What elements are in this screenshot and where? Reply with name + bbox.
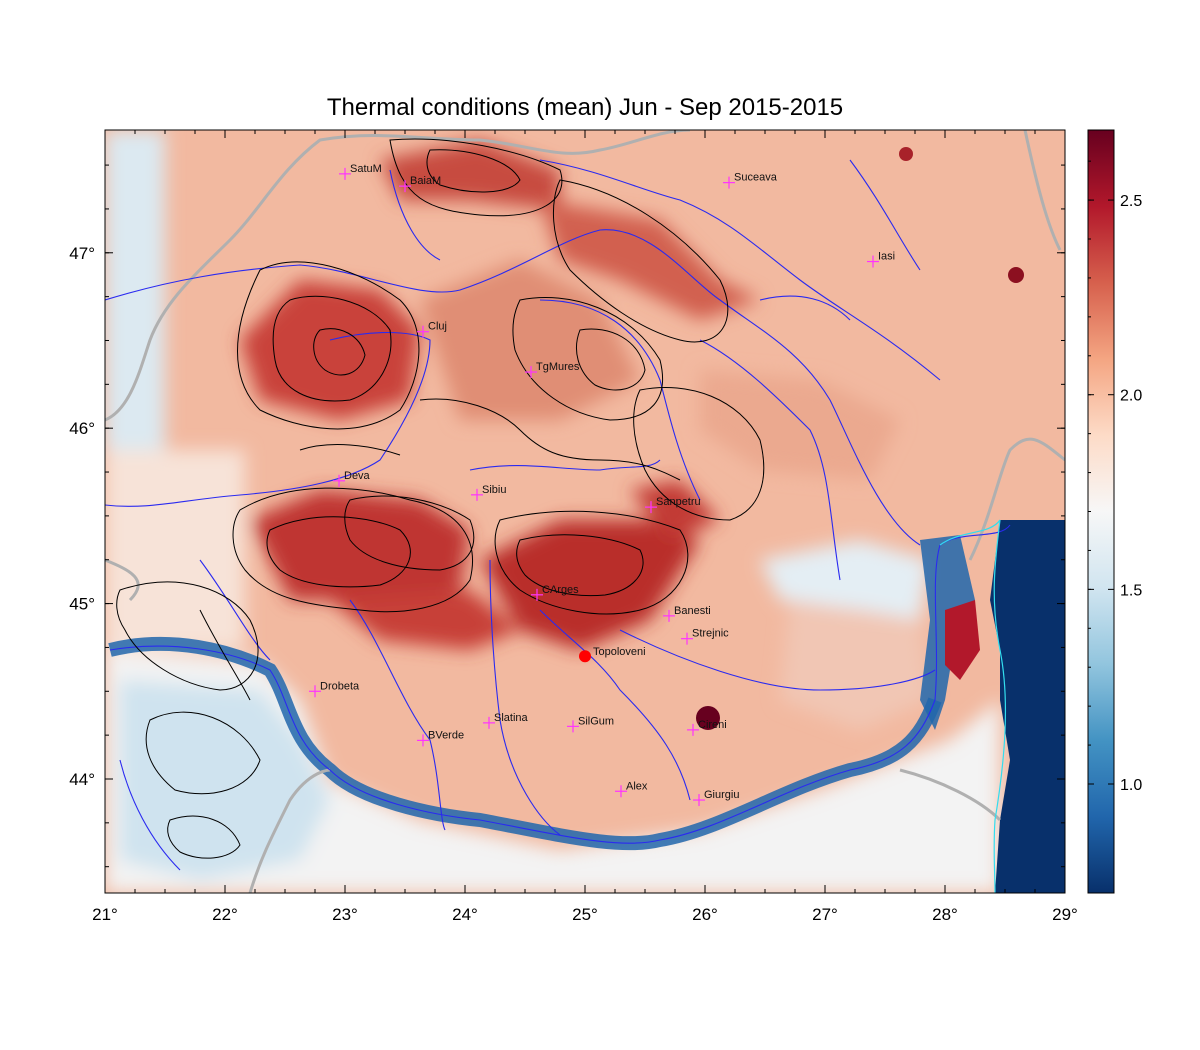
city-label: Cireni	[698, 719, 727, 731]
figure-title: Thermal conditions (mean) Jun - Sep 2015…	[326, 94, 844, 121]
lon-tick-label: 21°	[92, 905, 118, 924]
colorbar-tick-label: 2.0	[1120, 388, 1142, 405]
hotspot-northeast	[1008, 267, 1024, 283]
lat-tick-label: 47°	[69, 244, 95, 263]
city-marker: BaiaM	[399, 175, 441, 193]
city-label: Cluj	[428, 321, 447, 333]
elevation-contours	[116, 138, 765, 859]
city-marker: Alex	[615, 780, 648, 798]
city-label: Strejnic	[692, 628, 729, 640]
lon-tick-label: 25°	[572, 905, 598, 924]
city-label: Suceava	[734, 172, 778, 184]
lat-tick-label: 44°	[69, 770, 95, 789]
axis-ticks	[104, 130, 1066, 893]
city-markers: SatuM BaiaM Suceava Iasi Cluj TgMures Deva Sibi…	[309, 163, 895, 807]
city-label: Drobeta	[320, 680, 360, 692]
city-marker: Banesti	[663, 605, 711, 622]
hotspot-north	[899, 147, 913, 161]
city-label: BaiaM	[410, 175, 441, 187]
temperature-field	[105, 130, 1000, 893]
map-area	[105, 130, 1065, 893]
city-marker: Iasi	[867, 251, 895, 268]
lon-tick-label: 26°	[692, 905, 718, 924]
city-label: Giurgiu	[704, 789, 739, 801]
city-marker: Deva	[333, 470, 371, 487]
lon-tick-label: 29°	[1052, 905, 1078, 924]
city-marker: SatuM	[339, 163, 382, 180]
city-marker: BVerde	[417, 729, 464, 747]
colorbar-tick-label: 1.0	[1120, 777, 1142, 794]
city-label: SilGum	[578, 715, 614, 727]
city-label: BVerde	[428, 729, 464, 741]
city-label: Sanpetru	[656, 496, 701, 508]
rivers	[105, 159, 1011, 871]
city-marker: Giurgiu	[693, 789, 739, 807]
country-borders	[105, 130, 1065, 893]
city-marker: SilGum	[567, 715, 614, 733]
city-marker: Cluj	[417, 321, 447, 338]
city-label: TgMures	[536, 361, 580, 373]
dobrogea-hotspot	[945, 600, 980, 680]
lon-tick-label: 28°	[932, 905, 958, 924]
city-label: Deva	[344, 470, 371, 482]
black-sea	[990, 520, 1065, 893]
highlight-station-label: Topoloveni	[593, 646, 646, 658]
colorbar-tick-label: 2.5	[1120, 193, 1142, 210]
city-marker: Sibiu	[471, 484, 506, 501]
axis-tick-labels: 21° 22° 23° 24° 25° 26° 27° 28° 29° 44° 45° 46° 47°	[69, 244, 1078, 924]
lat-tick-label: 45°	[69, 595, 95, 614]
coastline	[993, 519, 1007, 893]
city-label: Iasi	[878, 251, 895, 263]
city-label: Slatina	[494, 712, 529, 724]
city-label: Alex	[626, 780, 648, 792]
lat-tick-label: 46°	[69, 419, 95, 438]
lon-tick-label: 22°	[212, 905, 238, 924]
city-marker: CArges	[531, 584, 579, 601]
highlight-station-marker: Topoloveni	[579, 646, 646, 663]
lon-tick-label: 23°	[332, 905, 358, 924]
city-marker: Slatina	[483, 712, 529, 729]
city-marker: Suceava	[723, 172, 778, 189]
colorbar-tick-label: 1.5	[1120, 582, 1142, 599]
colorbar	[1087, 129, 1115, 894]
city-label: SatuM	[350, 163, 382, 175]
delta-coastline	[939, 519, 1001, 546]
colorbar-ticks: 1.0 1.5 2.0 2.5	[1088, 160, 1142, 794]
city-marker: Drobeta	[309, 680, 360, 698]
lon-tick-label: 27°	[812, 905, 838, 924]
city-marker: Strejnic	[681, 628, 729, 645]
city-marker: TgMures	[525, 361, 580, 379]
city-label: Sibiu	[482, 484, 506, 496]
city-marker: Sanpetru	[645, 496, 701, 514]
city-label: CArges	[542, 584, 579, 596]
lon-tick-label: 24°	[452, 905, 478, 924]
city-label: Banesti	[674, 605, 711, 617]
hotspot-calarasi	[696, 706, 720, 730]
city-marker: Cireni	[687, 719, 727, 736]
